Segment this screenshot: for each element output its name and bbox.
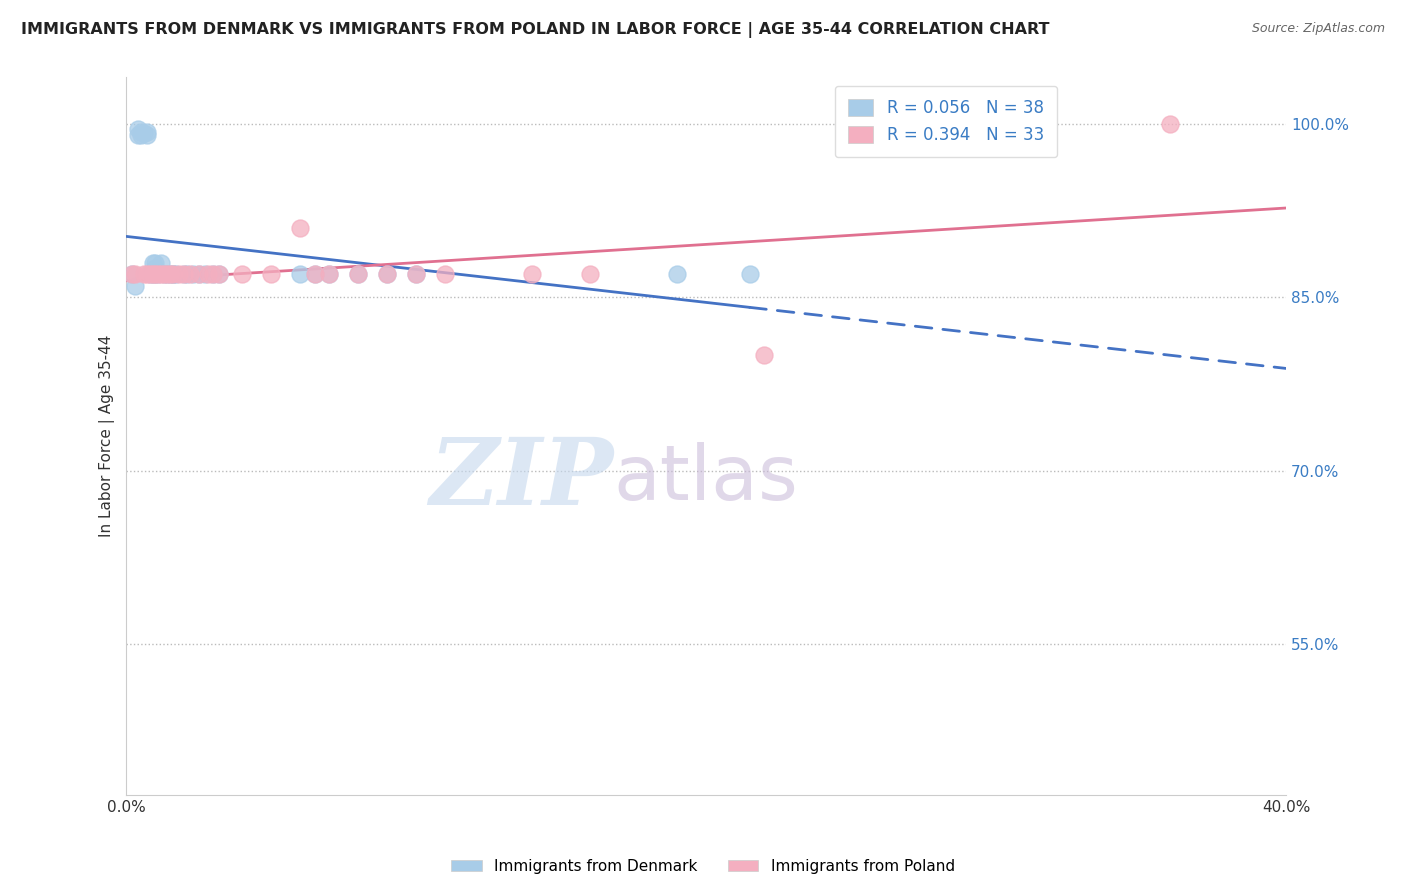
Point xyxy=(124,267,146,281)
Point xyxy=(145,267,167,281)
Point xyxy=(127,122,149,136)
Point xyxy=(167,267,190,281)
Point xyxy=(142,267,165,281)
Point xyxy=(138,267,160,281)
Point xyxy=(132,267,155,281)
Point xyxy=(176,267,198,281)
Point xyxy=(148,267,170,281)
Point xyxy=(138,267,160,281)
Point xyxy=(153,267,176,281)
Point xyxy=(145,267,167,281)
Point xyxy=(162,267,184,281)
Point xyxy=(347,267,370,281)
Point xyxy=(522,267,544,281)
Point xyxy=(579,267,602,281)
Point xyxy=(405,267,427,281)
Point xyxy=(304,267,326,281)
Point xyxy=(187,267,209,281)
Text: IMMIGRANTS FROM DENMARK VS IMMIGRANTS FROM POLAND IN LABOR FORCE | AGE 35-44 COR: IMMIGRANTS FROM DENMARK VS IMMIGRANTS FR… xyxy=(21,22,1050,38)
Point xyxy=(135,128,157,143)
Point xyxy=(377,267,399,281)
Legend: Immigrants from Denmark, Immigrants from Poland: Immigrants from Denmark, Immigrants from… xyxy=(446,853,960,880)
Y-axis label: In Labor Force | Age 35-44: In Labor Force | Age 35-44 xyxy=(100,334,115,537)
Point xyxy=(150,255,173,269)
Point xyxy=(150,267,173,281)
Text: ZIP: ZIP xyxy=(429,434,613,524)
Point xyxy=(162,267,184,281)
Point xyxy=(173,267,195,281)
Point xyxy=(304,267,326,281)
Point xyxy=(290,220,312,235)
Point xyxy=(187,267,209,281)
Point xyxy=(754,348,776,362)
Point xyxy=(208,267,231,281)
Point xyxy=(260,267,283,281)
Point xyxy=(165,267,187,281)
Point xyxy=(156,267,179,281)
Text: atlas: atlas xyxy=(613,442,799,516)
Point xyxy=(202,267,225,281)
Point xyxy=(1159,117,1181,131)
Point xyxy=(162,267,184,281)
Point xyxy=(318,267,340,281)
Point xyxy=(121,267,143,281)
Point xyxy=(181,267,204,281)
Point xyxy=(208,267,231,281)
Point xyxy=(148,267,170,281)
Point xyxy=(142,255,165,269)
Point xyxy=(153,267,176,281)
Point xyxy=(202,267,225,281)
Point xyxy=(318,267,340,281)
Point xyxy=(132,126,155,140)
Point xyxy=(738,267,761,281)
Point xyxy=(231,267,253,281)
Point xyxy=(179,267,201,281)
Point xyxy=(145,255,167,269)
Point xyxy=(135,267,157,281)
Point xyxy=(347,267,370,281)
Point xyxy=(124,278,146,293)
Point xyxy=(159,267,181,281)
Point xyxy=(129,128,152,143)
Point xyxy=(142,267,165,281)
Point xyxy=(290,267,312,281)
Point xyxy=(159,267,181,281)
Point xyxy=(405,267,427,281)
Point xyxy=(173,267,195,281)
Point xyxy=(135,125,157,139)
Point xyxy=(377,267,399,281)
Point xyxy=(156,267,179,281)
Point xyxy=(121,267,143,281)
Point xyxy=(666,267,689,281)
Point xyxy=(434,267,457,281)
Text: Source: ZipAtlas.com: Source: ZipAtlas.com xyxy=(1251,22,1385,36)
Point xyxy=(129,125,152,139)
Point xyxy=(127,128,149,143)
Point xyxy=(197,267,219,281)
Point xyxy=(145,261,167,276)
Legend: R = 0.056   N = 38, R = 0.394   N = 33: R = 0.056 N = 38, R = 0.394 N = 33 xyxy=(835,86,1057,157)
Point xyxy=(194,267,217,281)
